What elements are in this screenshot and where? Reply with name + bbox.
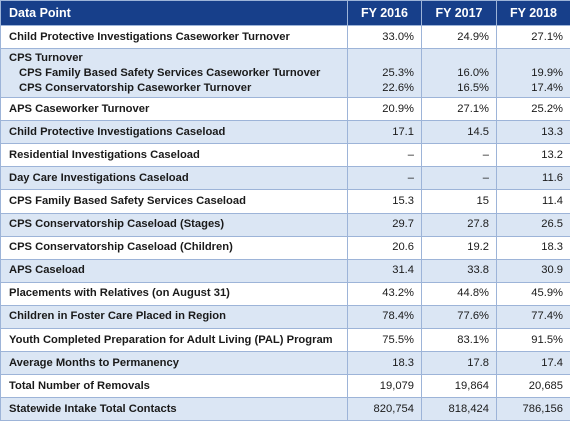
cell-fy2017: –: [421, 143, 497, 168]
table-row: Children in Foster Care Placed in Region…: [0, 304, 570, 330]
table-row: Youth Completed Preparation for Adult Li…: [0, 328, 570, 353]
table-row: Statewide Intake Total Contacts 820,754 …: [0, 397, 570, 422]
row-label: Children in Foster Care Placed in Region: [0, 304, 348, 330]
cell-fy2018: 20,685: [496, 374, 570, 399]
table-row: Total Number of Removals 19,079 19,864 2…: [0, 374, 570, 399]
table-row: APS Caseload 31.4 33.8 30.9: [0, 258, 570, 283]
cell-fy2017: 44.8%: [421, 281, 497, 306]
sub-row-label: CPS Family Based Safety Services Casewor…: [19, 66, 321, 79]
cell-fy2016: 33.0%: [347, 24, 422, 50]
table-row: CPS Conservatorship Caseload (Children) …: [0, 235, 570, 260]
header-fy2016: FY 2016: [347, 0, 422, 26]
cell-fy2017: 16.0% 16.5%: [421, 48, 497, 99]
row-label: Day Care Investigations Caseload: [0, 166, 348, 191]
table-row: Day Care Investigations Caseload – – 11.…: [0, 166, 570, 191]
cell-fy2018: 45.9%: [496, 281, 570, 306]
row-label: APS Caseload: [0, 258, 348, 283]
row-label: CPS Family Based Safety Services Caseloa…: [0, 189, 348, 214]
cell-fy2016: 19,079: [347, 374, 422, 399]
row-label: Youth Completed Preparation for Adult Li…: [0, 328, 348, 353]
table-row: Child Protective Investigations Casework…: [0, 24, 570, 50]
cell-fy2018: 19.9% 17.4%: [496, 48, 570, 99]
cell-fy2016: 29.7: [347, 212, 422, 237]
cell-fy2017: 24.9%: [421, 24, 497, 50]
table-row-cps-turnover: CPS Turnover CPS Family Based Safety Ser…: [0, 48, 570, 99]
cell-fy2018: 17.4: [496, 351, 570, 376]
cell-fy2017: 818,424: [421, 397, 497, 422]
cell-fy2016: 78.4%: [347, 304, 422, 330]
cell-fy2016: 20.9%: [347, 97, 422, 122]
cell-fy2016: –: [347, 166, 422, 191]
cell-fy2016: 17.1: [347, 120, 422, 145]
table-row: CPS Conservatorship Caseload (Stages) 29…: [0, 212, 570, 237]
table-row: Placements with Relatives (on August 31)…: [0, 281, 570, 306]
cell-fy2017: 27.1%: [421, 97, 497, 122]
sub-cell: 22.6%: [382, 81, 414, 94]
cell-fy2016: 43.2%: [347, 281, 422, 306]
sub-cell: 17.4%: [531, 81, 563, 94]
sub-cell: 16.0%: [457, 66, 489, 79]
sub-cell: 25.3%: [382, 66, 414, 79]
cell-fy2016: 18.3: [347, 351, 422, 376]
table-row: CPS Family Based Safety Services Caseloa…: [0, 189, 570, 214]
cell-fy2017: 27.8: [421, 212, 497, 237]
table-row: Child Protective Investigations Caseload…: [0, 120, 570, 145]
cell-fy2018: 91.5%: [496, 328, 570, 353]
sub-cell: 19.9%: [531, 66, 563, 79]
cell-fy2017: 19.2: [421, 235, 497, 260]
cell-fy2016: –: [347, 143, 422, 168]
header-row: Data Point FY 2016 FY 2017 FY 2018: [0, 0, 570, 26]
cell-fy2016: 25.3% 22.6%: [347, 48, 422, 99]
cell-fy2018: 13.3: [496, 120, 570, 145]
table-row: APS Caseworker Turnover 20.9% 27.1% 25.2…: [0, 97, 570, 122]
cell-fy2018: 11.6: [496, 166, 570, 191]
cell-fy2017: 77.6%: [421, 304, 497, 330]
row-label: Placements with Relatives (on August 31): [0, 281, 348, 306]
cell-fy2017: 14.5: [421, 120, 497, 145]
cell-fy2017: –: [421, 166, 497, 191]
row-label: CPS Conservatorship Caseload (Stages): [0, 212, 348, 237]
table-row: Residential Investigations Caseload – – …: [0, 143, 570, 168]
cell-fy2016: 20.6: [347, 235, 422, 260]
cell-fy2018: 77.4%: [496, 304, 570, 330]
cell-fy2017: 83.1%: [421, 328, 497, 353]
cell-fy2018: 25.2%: [496, 97, 570, 122]
sub-cell: 16.5%: [457, 81, 489, 94]
cell-fy2017: 17.8: [421, 351, 497, 376]
header-data-point: Data Point: [0, 0, 348, 26]
sub-row-label: CPS Conservatorship Caseworker Turnover: [19, 81, 252, 94]
cell-fy2018: 786,156: [496, 397, 570, 422]
row-label: Total Number of Removals: [0, 374, 348, 399]
cell-fy2017: 33.8: [421, 258, 497, 283]
cell-fy2016: 75.5%: [347, 328, 422, 353]
cell-fy2018: 18.3: [496, 235, 570, 260]
row-label: Child Protective Investigations Caseload: [0, 120, 348, 145]
row-label-group: CPS Turnover CPS Family Based Safety Ser…: [0, 48, 348, 99]
cell-fy2018: 30.9: [496, 258, 570, 283]
row-label: Residential Investigations Caseload: [0, 143, 348, 168]
row-label: APS Caseworker Turnover: [0, 97, 348, 122]
cell-fy2018: 27.1%: [496, 24, 570, 50]
cell-fy2017: 15: [421, 189, 497, 214]
cell-fy2016: 31.4: [347, 258, 422, 283]
row-label: Average Months to Permanency: [0, 351, 348, 376]
cell-fy2016: 820,754: [347, 397, 422, 422]
row-label: CPS Conservatorship Caseload (Children): [0, 235, 348, 260]
table-row: Average Months to Permanency 18.3 17.8 1…: [0, 351, 570, 376]
header-fy2017: FY 2017: [421, 0, 497, 26]
row-label: Statewide Intake Total Contacts: [0, 397, 348, 422]
row-label: Child Protective Investigations Casework…: [0, 24, 348, 50]
group-label: CPS Turnover: [9, 51, 83, 64]
cell-fy2018: 11.4: [496, 189, 570, 214]
cell-fy2017: 19,864: [421, 374, 497, 399]
cell-fy2016: 15.3: [347, 189, 422, 214]
header-fy2018: FY 2018: [496, 0, 570, 26]
cell-fy2018: 13.2: [496, 143, 570, 168]
cell-fy2018: 26.5: [496, 212, 570, 237]
